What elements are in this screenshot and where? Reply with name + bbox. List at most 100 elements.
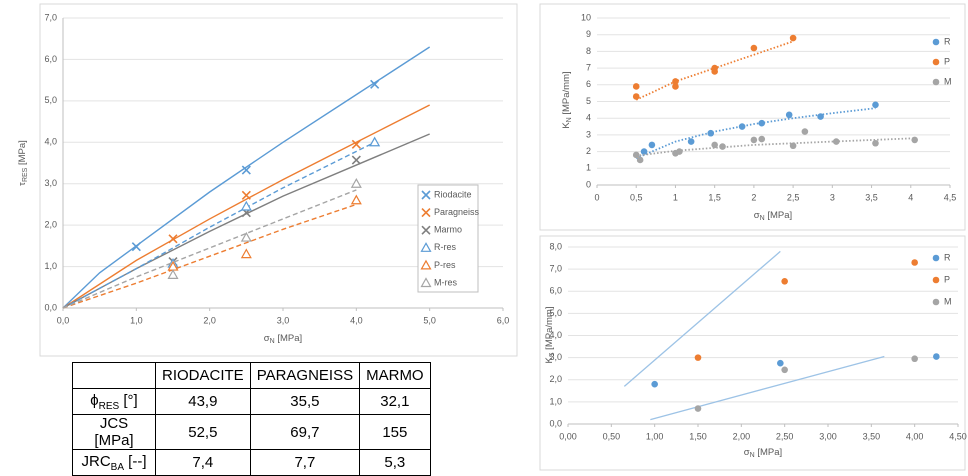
cross-stroke (241, 190, 251, 200)
y-tick-label: 5 (586, 96, 591, 106)
triangle-marker (420, 242, 432, 252)
trend-line (62, 46, 431, 309)
y-tick-label: 7,0 (44, 12, 57, 22)
point (911, 259, 918, 266)
x-tick-label: 4 (908, 192, 913, 202)
point (777, 359, 784, 367)
x-tick-label: 3,5 (865, 192, 878, 202)
legend-label: Riodacite (434, 189, 472, 199)
triangle-marker (369, 136, 381, 147)
point (911, 136, 918, 144)
x-tick-label: 4,00 (906, 431, 924, 441)
x-tick-label: 0 (594, 192, 599, 202)
row-label-unit: [°] (119, 391, 138, 409)
y-tick-label: 3 (586, 129, 591, 139)
triangle-marker (350, 177, 362, 188)
corner-cell (72, 362, 156, 389)
x-tick-label: 2,00 (733, 431, 751, 441)
y-tick-label: 1,0 (44, 261, 57, 271)
axis-label: KS [MPa/mm] (544, 307, 556, 364)
y-tick-label: 1 (586, 163, 591, 173)
y-tick-label: 1,0 (549, 396, 562, 406)
y-tick-label: 7 (586, 62, 591, 72)
legend-label: P-res (434, 260, 456, 270)
axis-label-symbol: σ (744, 447, 750, 458)
y-tick-label: 8 (586, 46, 591, 56)
table-cell: 5,3 (359, 449, 431, 476)
x-tick-label: 4,0 (350, 315, 363, 325)
legend-label: M (944, 76, 952, 86)
legend-label: R (944, 252, 951, 262)
cross-stroke (351, 155, 361, 165)
point (781, 366, 788, 374)
axis-label-sub: N (270, 338, 275, 345)
point (648, 141, 656, 149)
row-label-text: ϕ (90, 391, 99, 409)
point (801, 128, 809, 135)
x-tick-label: 4,5 (944, 192, 957, 202)
axis-label-sub: S (549, 352, 556, 357)
point (750, 136, 758, 144)
axis-label-unit: [MPa] (17, 140, 28, 167)
table-cell: 7,7 (249, 449, 361, 476)
legend-label: M (944, 296, 952, 306)
x-tick-label: 3,00 (819, 431, 837, 441)
table-cell: 69,7 (249, 414, 361, 450)
point (676, 148, 683, 155)
point (781, 277, 788, 285)
cross-stroke (421, 190, 431, 200)
axis-label-unit: [MPa/mm] (561, 71, 572, 117)
y-tick-label: 2,0 (44, 220, 57, 230)
axis-label: σN [MPa] (264, 333, 302, 345)
table-cell: 7,4 (155, 449, 251, 476)
point (872, 101, 879, 109)
cross-marker (351, 155, 361, 165)
trend-line (636, 137, 915, 157)
point (711, 141, 718, 149)
y-tick-label: 8,0 (549, 241, 562, 251)
point (651, 380, 658, 388)
point (758, 119, 766, 127)
x-tick-label: 5,0 (423, 315, 436, 325)
y-tick-label: 3,0 (44, 178, 57, 188)
trend-line (62, 104, 430, 309)
point (738, 123, 746, 130)
x-tick-label: 2,0 (203, 315, 216, 325)
point (640, 148, 648, 155)
cross-marker (421, 208, 431, 218)
table-row: RIODACITE PARAGNEISS MARMO (72, 362, 431, 389)
cross-marker (351, 139, 361, 149)
y-tick-label: 6 (586, 79, 591, 89)
triangle-marker (350, 194, 362, 205)
axis-label-symbol: K (544, 356, 555, 363)
axis-label: σN [MPa] (744, 447, 782, 459)
axis-label-unit: [MPa] (755, 447, 782, 458)
x-tick-label: 3 (830, 192, 835, 202)
y-tick-label: 0 (586, 179, 591, 189)
point (672, 78, 679, 85)
point (789, 142, 797, 150)
row-label: ϕRES [°] (72, 388, 156, 415)
point (632, 151, 640, 159)
row-label-text: JRC (81, 452, 111, 470)
triangle-marker (240, 248, 252, 259)
y-tick-label: 6,0 (44, 54, 57, 64)
x-tick-label: 1,00 (646, 431, 664, 441)
y-tick-label: 5,0 (44, 95, 57, 105)
axis-label: σN [MPa] (754, 210, 792, 222)
point (817, 113, 824, 120)
y-tick-label: 9 (586, 29, 591, 39)
axis-label-symbol: σ (264, 333, 270, 344)
cross-marker (370, 79, 380, 89)
axis-label-unit: [MPa/mm] (544, 307, 555, 353)
row-label: JCS [MPa] (72, 414, 156, 450)
column-header: RIODACITE (155, 362, 251, 389)
y-tick-label: 4,0 (44, 137, 57, 147)
triangle-marker (420, 259, 432, 270)
table-cell: 52,5 (155, 414, 251, 450)
column-header: PARAGNEISS (249, 362, 361, 389)
x-tick-label: 2,50 (776, 431, 794, 441)
triangle-marker (240, 200, 252, 211)
triangle-marker (420, 277, 432, 288)
